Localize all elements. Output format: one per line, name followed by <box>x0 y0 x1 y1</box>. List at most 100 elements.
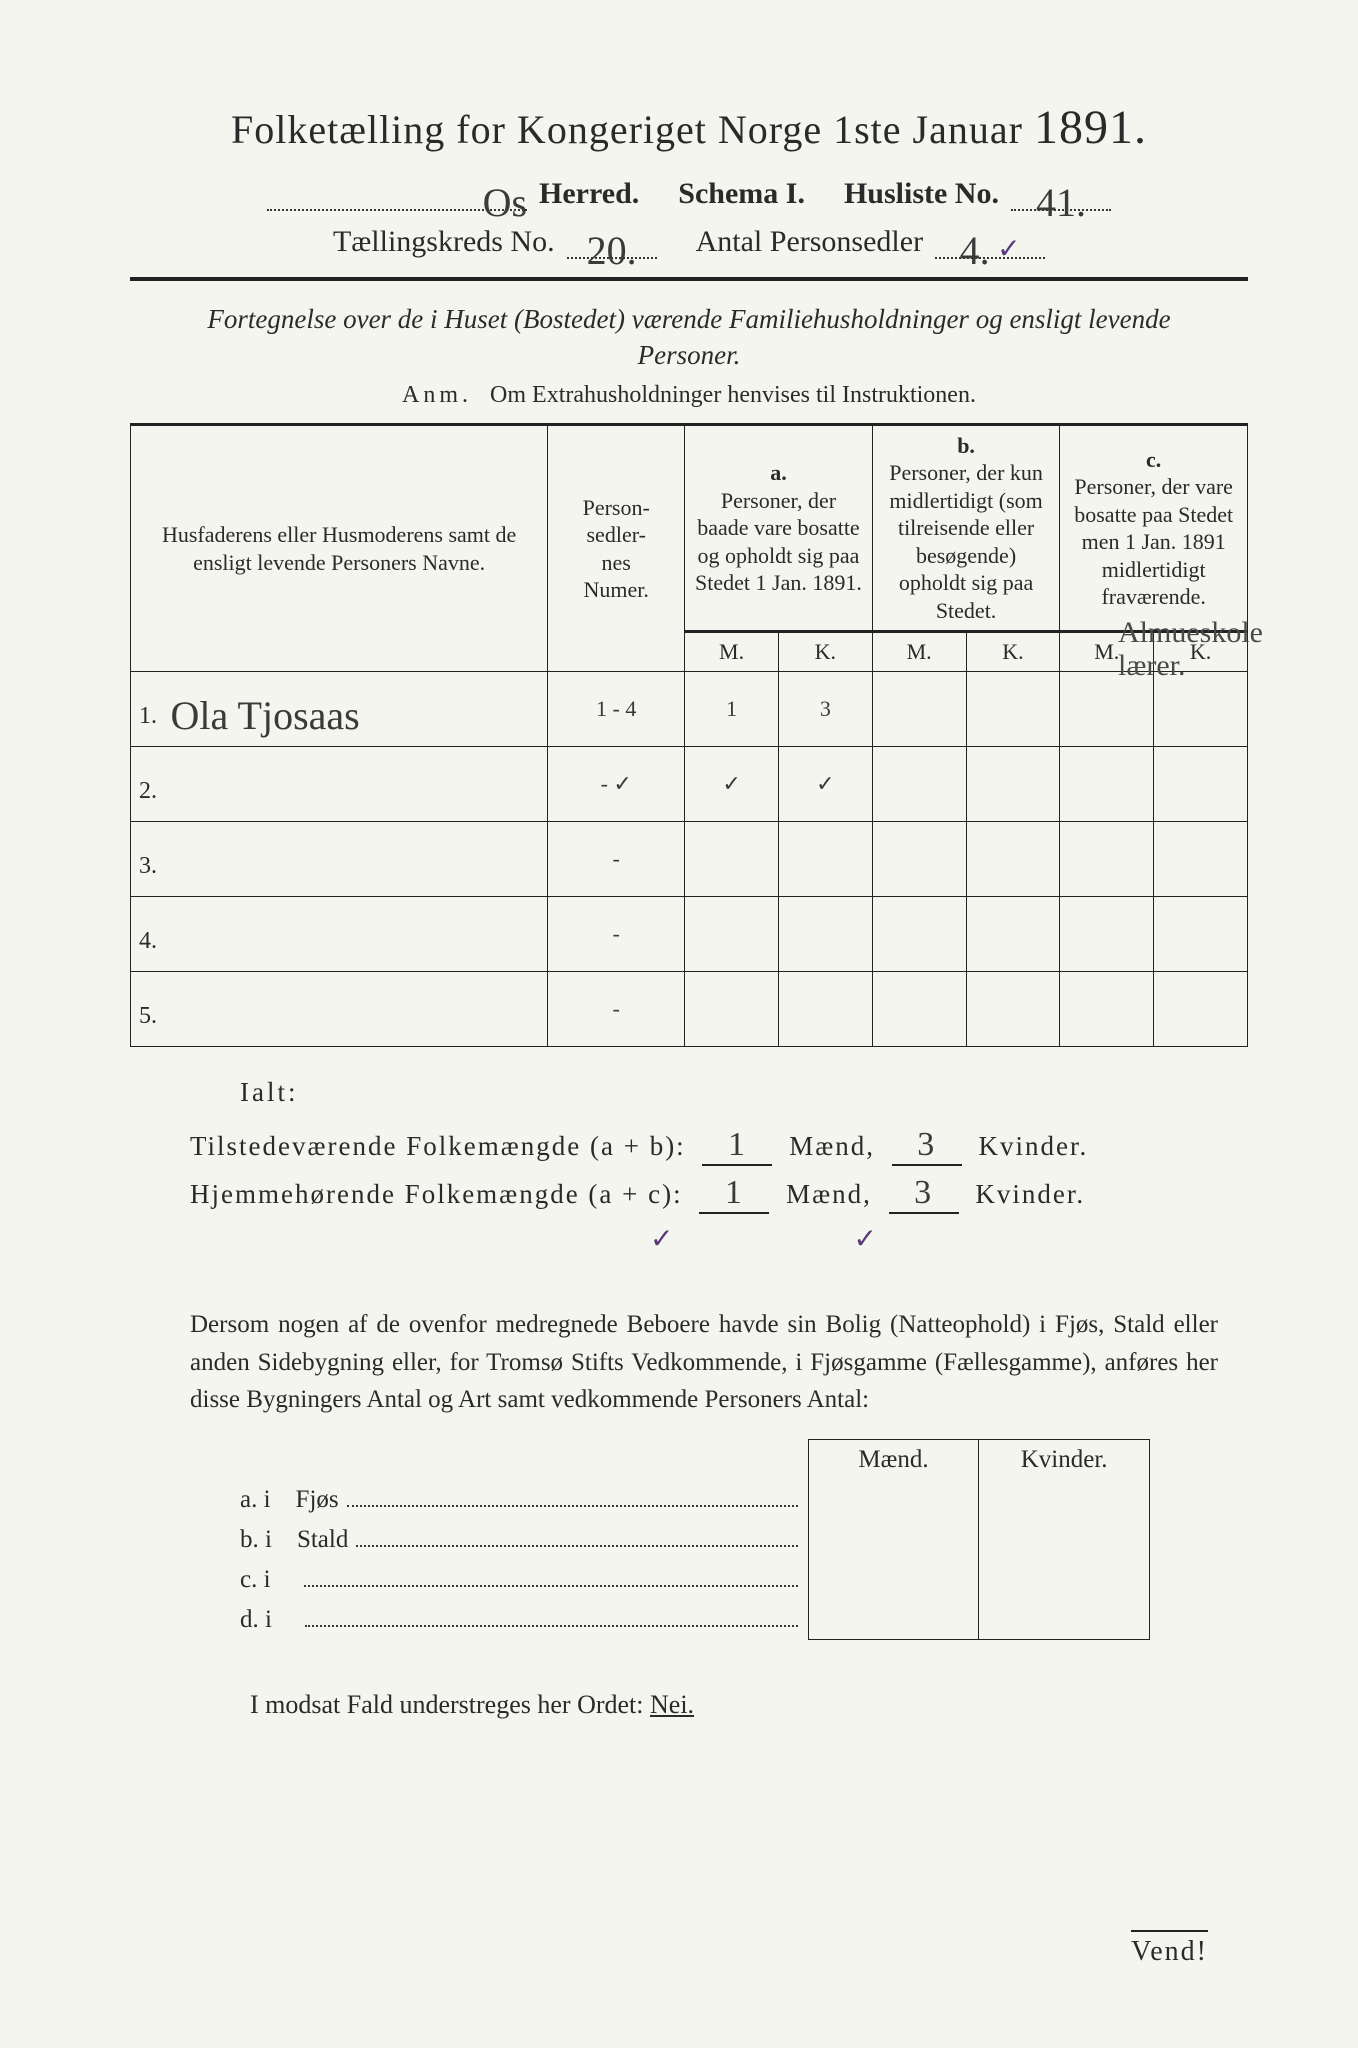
row-aM: ✓ <box>685 747 779 822</box>
sum2-m: 1 <box>699 1174 769 1214</box>
sum-check-k: ✓ <box>853 1222 876 1256</box>
anm-text: Om Extrahusholdninger henvises til Instr… <box>490 382 976 408</box>
fjos-label: a. i Fjøs <box>230 1480 808 1520</box>
row-bK <box>966 972 1060 1047</box>
row-aK <box>778 822 872 897</box>
sum1-m: 1 <box>702 1126 772 1166</box>
row-num: - <box>548 972 685 1047</box>
nei-pre: I modsat Fald understreges her Ordet: <box>250 1690 644 1719</box>
row-aM: 1 <box>685 672 779 747</box>
antal-value: 4. <box>960 228 990 273</box>
row-cK <box>1154 822 1248 897</box>
fjos-k <box>979 1560 1150 1600</box>
subtitle: Fortegnelse over de i Huset (Bostedet) v… <box>190 301 1188 374</box>
hdr-names-text: Husfaderens eller Husmoderens samt de en… <box>162 522 516 575</box>
sum2-k: 3 <box>889 1174 959 1214</box>
row-aK <box>778 897 872 972</box>
row-cM <box>1060 972 1154 1047</box>
fjos-label: b. i Stald <box>230 1520 808 1560</box>
sum1-kvinder: Kvinder. <box>978 1131 1088 1161</box>
sum-check-m: ✓ <box>650 1222 673 1256</box>
header-row-2: Os Herred. Schema I. Husliste No. 41. <box>130 173 1248 211</box>
sum2-maend: Mænd, <box>786 1179 872 1209</box>
hdr-a-text: Personer, der baade vare bosatte og opho… <box>695 488 862 596</box>
title-year: 1891. <box>1034 101 1147 154</box>
row-name: 1. Ola Tjosaas <box>131 672 548 747</box>
fjos-table: Mænd. Kvinder. a. i Fjøsb. i Staldc. i d… <box>230 1439 1150 1641</box>
row-cK <box>1154 972 1248 1047</box>
fjos-row: c. i <box>230 1560 1150 1600</box>
hdr-aM: M. <box>685 632 779 672</box>
row-cK <box>1154 747 1248 822</box>
row-cM <box>1060 897 1154 972</box>
hdr-aK: K. <box>778 632 872 672</box>
row-name: 5. <box>131 972 548 1047</box>
antal-check: ✓ <box>997 234 1020 265</box>
fjos-h2: Kvinder. <box>979 1439 1150 1480</box>
antal-label: Antal Personsedler <box>696 225 923 259</box>
sum-line-2: Hjemmehørende Folkemængde (a + c): 1 Mæn… <box>190 1174 1248 1214</box>
hdr-b-label: b. <box>957 433 975 458</box>
hdr-names: Husfaderens eller Husmoderens samt de en… <box>131 424 548 672</box>
row-name: 3. <box>131 822 548 897</box>
row-num: - ✓ <box>548 747 685 822</box>
row-bK <box>966 672 1060 747</box>
row-num: 1 - 4 <box>548 672 685 747</box>
fjos-row: a. i Fjøs <box>230 1480 1150 1520</box>
table-row: 5. - <box>131 972 1248 1047</box>
table-row: 4. - <box>131 897 1248 972</box>
sum1-k: 3 <box>892 1126 962 1166</box>
husliste-label: Husliste No. <box>844 177 999 211</box>
margin-note: Almueskole lærer. <box>1118 616 1288 682</box>
fjos-label: c. i <box>230 1560 808 1600</box>
row-bM <box>872 672 966 747</box>
kreds-value: 20. <box>587 228 637 273</box>
sum2-label: Hjemmehørende Folkemængde (a + c): <box>190 1179 683 1209</box>
hdr-bK: K. <box>966 632 1060 672</box>
row-name: 2. <box>131 747 548 822</box>
census-form-page: Folketælling for Kongeriget Norge 1ste J… <box>0 0 1358 2048</box>
row-bK <box>966 897 1060 972</box>
sum-line-1: Tilstedeværende Folkemængde (a + b): 1 M… <box>190 1126 1248 1166</box>
row-bM <box>872 897 966 972</box>
row-num: - <box>548 897 685 972</box>
hdr-numer-text: Person- sedler- nes Numer. <box>583 495 650 603</box>
sum2-kvinder: Kvinder. <box>975 1179 1085 1209</box>
row-bK <box>966 822 1060 897</box>
row-aM <box>685 972 779 1047</box>
row-bM <box>872 972 966 1047</box>
hdr-a: a. Personer, der baade vare bosatte og o… <box>685 424 873 632</box>
hdr-c: c. Personer, der vare bosatte paa Stedet… <box>1060 424 1248 632</box>
row-aM <box>685 897 779 972</box>
row-cM <box>1060 747 1154 822</box>
kreds-label: Tællingskreds No. <box>333 225 555 259</box>
hdr-numer: Person- sedler- nes Numer. <box>548 424 685 672</box>
fjos-m <box>808 1560 979 1600</box>
herred-label: Herred. <box>539 177 639 211</box>
row-cK <box>1154 897 1248 972</box>
rule-1 <box>130 277 1248 281</box>
header-row-3: Tællingskreds No. 20. Antal Personsedler… <box>130 221 1248 259</box>
row-cK <box>1154 672 1248 747</box>
fjos-m <box>808 1480 979 1520</box>
main-table: Husfaderens eller Husmoderens samt de en… <box>130 423 1248 1048</box>
table-row: 2. - ✓✓✓ <box>131 747 1248 822</box>
hdr-b-text: Personer, der kun midlertidigt (som tilr… <box>889 460 1043 623</box>
fjos-k <box>979 1600 1150 1640</box>
row-aK <box>778 972 872 1047</box>
row-name: 4. <box>131 897 548 972</box>
fjos-k <box>979 1520 1150 1560</box>
sum1-maend: Mænd, <box>789 1131 875 1161</box>
hdr-b: b. Personer, der kun midlertidigt (som t… <box>872 424 1060 632</box>
row-aK: 3 <box>778 672 872 747</box>
herred-value: Os <box>483 180 527 225</box>
anm-line: Anm. Om Extrahusholdninger henvises til … <box>130 382 1248 409</box>
vend-label: Vend! <box>1131 1930 1208 1968</box>
table-row: 3. - <box>131 822 1248 897</box>
row-num: - <box>548 822 685 897</box>
hdr-a-label: a. <box>770 460 787 485</box>
title-text: Folketælling for Kongeriget Norge 1ste J… <box>231 107 1023 152</box>
schema-label: Schema I. <box>678 177 805 211</box>
row-bM <box>872 747 966 822</box>
hdr-c-label: c. <box>1146 447 1161 472</box>
